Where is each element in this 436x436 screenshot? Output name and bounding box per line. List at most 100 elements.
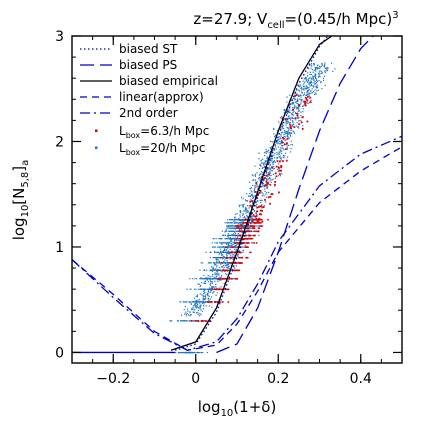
scatter-point-large-box [184,301,186,303]
scatter-point-large-box [250,190,252,192]
scatter-point-large-box [207,294,209,297]
scatter-point-large-box [218,253,220,255]
scatter-point-large-box [220,279,222,281]
scatter-point-large-box [295,119,297,121]
scatter-point-small-box [306,120,309,123]
scatter-point-small-box [257,222,260,224]
scatter-point-large-box [207,292,209,294]
scatter-point-large-box [326,69,328,71]
scatter-point-large-box [313,76,315,78]
scatter-point-large-box [242,246,244,248]
scatter-point-large-box [321,72,323,74]
scatter-point-large-box [237,234,239,237]
scatter-point-large-box [269,168,271,170]
scatter-point-large-box [220,250,222,252]
scatter-point-large-box [318,73,320,75]
scatter-point-large-box [246,229,248,231]
scatter-point-small-box [260,176,263,179]
scatter-point-large-box [245,207,247,209]
scatter-point-large-box [254,205,257,207]
scatter-point-large-box [325,70,327,72]
scatter-point-large-box [216,275,218,277]
scatter-point-large-box [207,290,209,292]
scatter-point-large-box [270,169,272,171]
scatter-point-large-box [291,124,293,126]
scatter-point-large-box [252,230,254,232]
scatter-point-small-box [249,225,252,227]
scatter-point-large-box [189,288,191,290]
scatter-point-large-box [197,301,199,303]
scatter-point-large-box [316,86,318,88]
scatter-point-large-box [191,309,193,311]
scatter-point-large-box [282,144,284,147]
scatter-point-large-box [272,178,274,180]
y-tick-label: 1 [55,240,64,256]
scatter-point-large-box [240,219,242,221]
scatter-point-large-box [192,278,194,280]
scatter-point-large-box [295,101,297,103]
scatter-point-large-box [220,242,223,244]
scatter-point-small-box [274,172,277,175]
scatter-point-large-box [234,239,236,241]
scatter-point-large-box [189,301,191,303]
scatter-point-large-box [310,85,312,87]
scatter-point-large-box [224,257,226,259]
scatter-point-large-box [298,127,300,129]
scatter-point-small-box [261,209,263,212]
scatter-point-large-box [250,219,252,222]
scatter-point-large-box [315,73,317,76]
scatter-point-large-box [219,251,222,253]
scatter-point-large-box [180,351,182,354]
scatter-point-large-box [242,227,245,229]
scatter-point-large-box [227,234,230,237]
scatter-point-large-box [263,186,265,188]
scatter-point-large-box [264,188,266,190]
scatter-point-small-box [285,159,288,162]
scatter-point-large-box [305,94,307,96]
scatter-point-small-box [247,227,250,229]
legend-marker [95,129,98,132]
scatter-point-large-box [281,123,283,125]
scatter-point-large-box [219,262,221,264]
scatter-point-large-box [255,205,257,207]
scatter-point-large-box [294,112,297,114]
scatter-point-large-box [276,142,278,144]
scatter-point-large-box [261,167,263,170]
scatter-point-large-box [261,199,263,201]
scatter-point-large-box [217,268,219,271]
scatter-point-large-box [210,251,212,253]
scatter-point-large-box [226,270,228,272]
scatter-point-large-box [288,111,290,113]
scatter-point-large-box [252,202,254,205]
scatter-point-large-box [304,81,306,83]
scatter-point-large-box [254,175,257,177]
scatter-point-large-box [218,262,220,264]
scatter-point-large-box [302,80,304,82]
scatter-point-large-box [188,320,191,322]
scatter-point-large-box [201,262,204,264]
scatter-point-small-box [201,320,203,322]
scatter-point-large-box [292,130,294,132]
scatter-point-small-box [241,262,243,264]
scatter-point-large-box [267,186,269,188]
scatter-point-large-box [266,187,269,189]
scatter-point-large-box [190,303,193,305]
scatter-point-large-box [229,234,231,237]
scatter-point-small-box [229,278,231,280]
scatter-point-large-box [242,220,244,222]
scatter-point-large-box [199,278,201,280]
scatter-point-large-box [229,248,231,250]
scatter-point-large-box [192,320,195,322]
scatter-point-small-box [296,114,299,117]
scatter-point-large-box [230,242,232,245]
scatter-point-large-box [307,79,310,81]
scatter-point-large-box [302,85,304,87]
scatter-point-large-box [232,251,234,253]
scatter-point-large-box [201,294,203,296]
scatter-point-large-box [234,267,236,269]
scatter-point-large-box [286,111,289,113]
scatter-point-large-box [224,261,226,263]
scatter-point-large-box [312,86,315,88]
scatter-point-small-box [224,278,226,280]
scatter-point-large-box [196,302,198,304]
